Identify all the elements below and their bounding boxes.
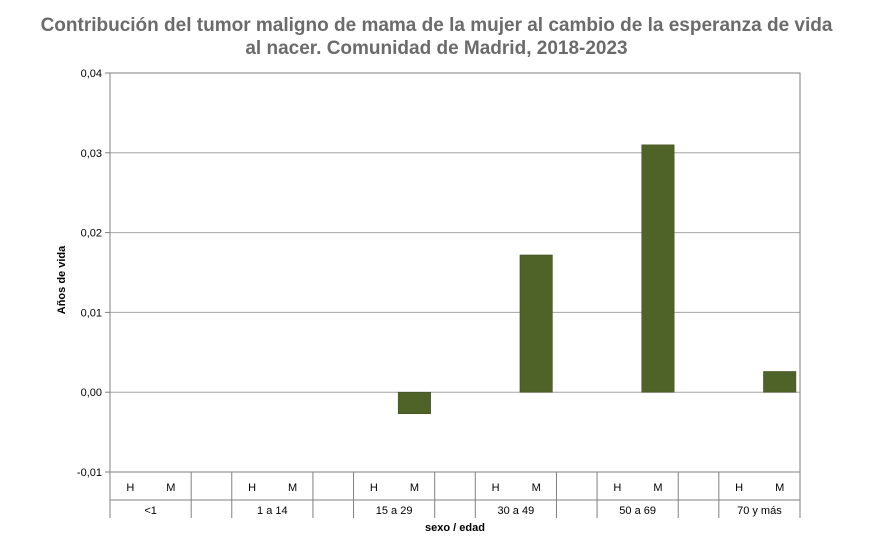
y-tick-label: 0,00 bbox=[81, 387, 102, 399]
age-group-label: 15 a 29 bbox=[376, 505, 413, 517]
sex-label: H bbox=[613, 482, 621, 494]
plot-frame bbox=[109, 72, 801, 473]
y-axis-ticks: -0,01 0,00 0,01 0,02 0,03 0,04 bbox=[77, 68, 110, 479]
y-axis-label: Años de vida bbox=[56, 245, 68, 314]
age-group-label: 1 a 14 bbox=[257, 505, 288, 517]
sex-label: H bbox=[248, 482, 256, 494]
sex-label: M bbox=[532, 482, 541, 494]
chart-title: Contribución del tumor maligno de mama d… bbox=[0, 14, 873, 60]
bars bbox=[397, 144, 797, 414]
sex-label: H bbox=[126, 482, 134, 494]
y-tick-label: -0,01 bbox=[77, 467, 102, 479]
sex-label: M bbox=[410, 482, 419, 494]
age-group-label: <1 bbox=[144, 505, 157, 517]
plot-area-border bbox=[109, 72, 801, 473]
age-group-label: 30 a 49 bbox=[498, 505, 535, 517]
sex-label: H bbox=[370, 482, 378, 494]
age-group-label: 70 y más bbox=[737, 505, 782, 517]
sex-label: M bbox=[288, 482, 297, 494]
sex-label: M bbox=[653, 482, 662, 494]
sex-label: H bbox=[735, 482, 743, 494]
y-tick-label: 0,02 bbox=[81, 228, 102, 240]
category-axis: H M H M H M H M H M H M <1 1 a 14 15 a 29 30 a 49 50 a 6… bbox=[109, 471, 801, 518]
y-tick-label: 0,01 bbox=[81, 307, 102, 319]
chart-title-line-1: Contribución del tumor maligno de mama d… bbox=[40, 15, 833, 36]
gridlines bbox=[110, 72, 800, 473]
bar-50-a-69-M bbox=[641, 144, 675, 393]
x-axis-label: sexo / edad bbox=[425, 522, 485, 534]
y-tick-label: 0,04 bbox=[81, 68, 102, 80]
sex-label: M bbox=[775, 482, 784, 494]
bar-30-a-49-M bbox=[519, 254, 553, 393]
sex-label: M bbox=[166, 482, 175, 494]
age-group-label: 50 a 69 bbox=[619, 505, 656, 517]
sex-label: H bbox=[492, 482, 500, 494]
bar-70-y-más-M bbox=[763, 371, 797, 393]
chart-title-line-2: al nacer. Comunidad de Madrid, 2018-2023 bbox=[245, 38, 628, 59]
y-tick-label: 0,03 bbox=[81, 148, 102, 160]
bar-15-a-29-M bbox=[397, 391, 431, 414]
